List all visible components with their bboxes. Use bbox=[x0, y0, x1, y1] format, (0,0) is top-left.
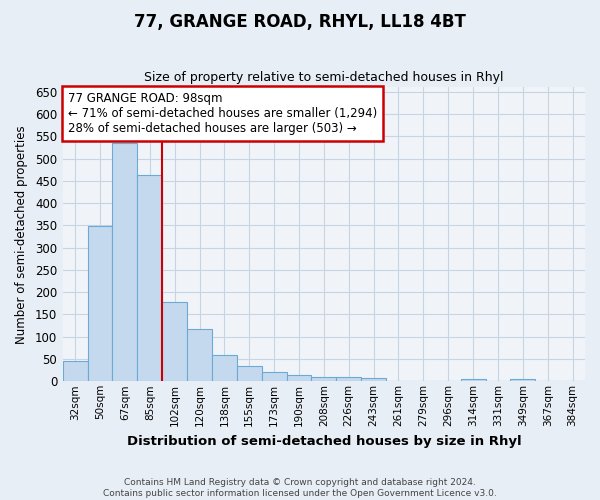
Text: 77 GRANGE ROAD: 98sqm
← 71% of semi-detached houses are smaller (1,294)
28% of s: 77 GRANGE ROAD: 98sqm ← 71% of semi-deta… bbox=[68, 92, 377, 135]
Bar bbox=[287, 374, 311, 382]
Bar bbox=[162, 302, 187, 382]
Text: 77, GRANGE ROAD, RHYL, LL18 4BT: 77, GRANGE ROAD, RHYL, LL18 4BT bbox=[134, 12, 466, 30]
Bar bbox=[361, 378, 386, 382]
Bar bbox=[262, 372, 287, 382]
Bar bbox=[237, 366, 262, 382]
Bar bbox=[88, 226, 112, 382]
Bar bbox=[212, 354, 237, 382]
Bar bbox=[63, 361, 88, 382]
Y-axis label: Number of semi-detached properties: Number of semi-detached properties bbox=[15, 125, 28, 344]
Bar bbox=[112, 143, 137, 382]
Bar bbox=[461, 379, 485, 382]
Bar bbox=[187, 329, 212, 382]
X-axis label: Distribution of semi-detached houses by size in Rhyl: Distribution of semi-detached houses by … bbox=[127, 434, 521, 448]
Bar bbox=[511, 378, 535, 382]
Bar bbox=[311, 377, 337, 382]
Text: Contains HM Land Registry data © Crown copyright and database right 2024.
Contai: Contains HM Land Registry data © Crown c… bbox=[103, 478, 497, 498]
Title: Size of property relative to semi-detached houses in Rhyl: Size of property relative to semi-detach… bbox=[144, 70, 503, 84]
Bar bbox=[337, 377, 361, 382]
Bar bbox=[137, 174, 162, 382]
